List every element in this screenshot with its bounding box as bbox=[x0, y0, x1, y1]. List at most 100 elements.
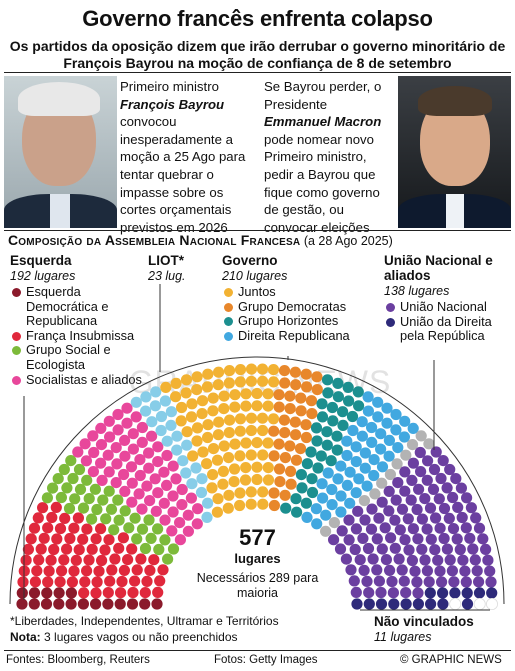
seat-grupo-horizontes bbox=[321, 439, 333, 451]
seat-grupo-horizontes bbox=[331, 430, 343, 442]
total-seats: 577 bbox=[239, 525, 276, 550]
seat-grupo-social-e-ecologista bbox=[73, 463, 86, 476]
seat-socialistas-e-aliados bbox=[127, 428, 139, 440]
seat-socialistas-e-aliados bbox=[103, 415, 115, 427]
seat-grupo-social-e-ecologista bbox=[55, 491, 67, 504]
seat-uni-o-nacional bbox=[464, 532, 476, 544]
seat-uni-o-nacional bbox=[421, 523, 433, 535]
seat-uni-o-nacional bbox=[357, 532, 369, 545]
seat-juntos bbox=[234, 425, 246, 437]
seat-grupo-horizontes bbox=[291, 506, 303, 518]
legend-dot bbox=[386, 303, 395, 312]
seat-socialistas-e-aliados bbox=[134, 454, 146, 466]
seat-grupo-social-e-ecologista bbox=[153, 543, 165, 556]
seat-direita-republicana bbox=[335, 506, 347, 518]
seat-juntos bbox=[257, 498, 269, 510]
seat-fran-a-insubmissa bbox=[117, 532, 129, 544]
seat-uni-o-nacional bbox=[393, 553, 405, 565]
seat-juntos bbox=[212, 379, 224, 391]
seat-juntos bbox=[212, 493, 224, 505]
seat-grupo-social-e-ecologista bbox=[136, 523, 149, 535]
seat-juntos bbox=[228, 463, 241, 475]
seat-direita-republicana bbox=[390, 408, 402, 421]
seat-liot- bbox=[165, 419, 177, 431]
seat-liot- bbox=[186, 478, 198, 490]
seat-direita-republicana bbox=[356, 430, 368, 442]
seat-socialistas-e-aliados bbox=[158, 466, 170, 478]
seat-socialistas-e-aliados bbox=[159, 514, 171, 526]
seat-fran-a-insubmissa bbox=[148, 554, 160, 566]
seat-uni-o-nacional bbox=[350, 586, 362, 599]
seat-direita-republicana bbox=[311, 518, 323, 530]
seat-socialistas-e-aliados bbox=[130, 411, 142, 423]
seat-juntos bbox=[245, 412, 258, 424]
seat-uni-o-nacional bbox=[482, 554, 494, 566]
seat-grupo-horizontes bbox=[296, 482, 308, 494]
seat-grupo-democratas bbox=[295, 405, 307, 417]
seat-uni-o-nacional bbox=[362, 542, 375, 555]
seat-juntos bbox=[256, 412, 269, 424]
seat-juntos bbox=[217, 465, 229, 477]
seat-n-o-vinculados bbox=[369, 488, 381, 500]
seat-juntos bbox=[213, 416, 225, 428]
legend-governo: Juntos Grupo Democratas Grupo Horizontes Di… bbox=[224, 284, 374, 343]
seat-uni-o-nacional bbox=[473, 522, 486, 534]
seat-juntos bbox=[187, 450, 199, 462]
macron-blurb: Se Bayrou perder, o Presidente Emmanuel … bbox=[264, 78, 396, 236]
seat-direita-republicana bbox=[341, 479, 353, 491]
seat-fran-a-insubmissa bbox=[102, 587, 114, 599]
seat-juntos bbox=[234, 376, 246, 388]
seat-socialistas-e-aliados bbox=[141, 480, 153, 492]
seat-grupo-horizontes bbox=[327, 415, 339, 427]
legend-label: Juntos bbox=[238, 284, 276, 299]
legend-label: Grupo Social e Ecologista bbox=[26, 342, 111, 372]
seat-n-o-vinculados bbox=[406, 439, 419, 451]
seat-uni-o-nacional bbox=[411, 576, 423, 588]
seat-grupo-democratas bbox=[311, 384, 323, 396]
seat-fran-a-insubmissa bbox=[127, 586, 139, 599]
seat-juntos bbox=[245, 375, 257, 387]
seat-uni-o-nacional bbox=[359, 514, 371, 526]
seat-uni-o-nacional bbox=[385, 532, 397, 544]
seat-juntos bbox=[245, 449, 257, 461]
seat-socialistas-e-aliados bbox=[125, 461, 138, 473]
seat-uni-o-nacional bbox=[430, 446, 442, 458]
seat-juntos bbox=[245, 498, 257, 510]
seat-uni-o-nacional bbox=[376, 543, 388, 555]
seat-liot- bbox=[180, 467, 192, 479]
seat-socialistas-e-aliados bbox=[79, 438, 91, 450]
seat-uni-o-nacional bbox=[413, 483, 425, 495]
seat-uni-o-da-direita-pela-rep-blica bbox=[388, 598, 400, 610]
seat-uni-o-nacional bbox=[402, 513, 414, 525]
legend-dot bbox=[12, 346, 21, 356]
total-seats-label: lugares bbox=[234, 551, 281, 566]
seat-socialistas-e-aliados bbox=[167, 460, 179, 472]
seat-juntos bbox=[207, 469, 219, 481]
seat-direita-republicana bbox=[359, 462, 371, 474]
seat-socialistas-e-aliados bbox=[126, 496, 138, 508]
group-title-rn: União Nacional e aliados bbox=[384, 253, 493, 283]
seat-juntos bbox=[223, 365, 236, 377]
seat-liot- bbox=[181, 439, 193, 451]
seat-direita-republicana bbox=[359, 447, 371, 459]
seat-direita-republicana bbox=[344, 497, 356, 509]
seat-grupo-horizontes bbox=[315, 450, 327, 462]
seat-grupo-democratas bbox=[301, 381, 313, 393]
seat-uni-o-nacional bbox=[438, 532, 450, 545]
seat-socialistas-e-aliados bbox=[110, 477, 122, 489]
seat-uni-o-nacional bbox=[441, 543, 453, 555]
seat-fran-a-insubmissa bbox=[29, 576, 41, 588]
seat-grupo-social-e-ecologista bbox=[97, 494, 109, 506]
seat-uni-o-nacional bbox=[430, 512, 442, 524]
seat-direita-republicana bbox=[399, 415, 411, 427]
seat-direita-republicana bbox=[407, 422, 419, 434]
seat-socialistas-e-aliados bbox=[104, 431, 116, 443]
seat-juntos bbox=[267, 364, 280, 376]
seat-fran-a-insubmissa bbox=[43, 565, 55, 577]
legend-dot bbox=[12, 288, 21, 297]
seat-direita-republicana bbox=[372, 411, 384, 423]
legend-label: Direita Republicana bbox=[238, 327, 350, 343]
seat-grupo-horizontes bbox=[326, 401, 338, 414]
seat-uni-o-nacional bbox=[399, 466, 411, 478]
